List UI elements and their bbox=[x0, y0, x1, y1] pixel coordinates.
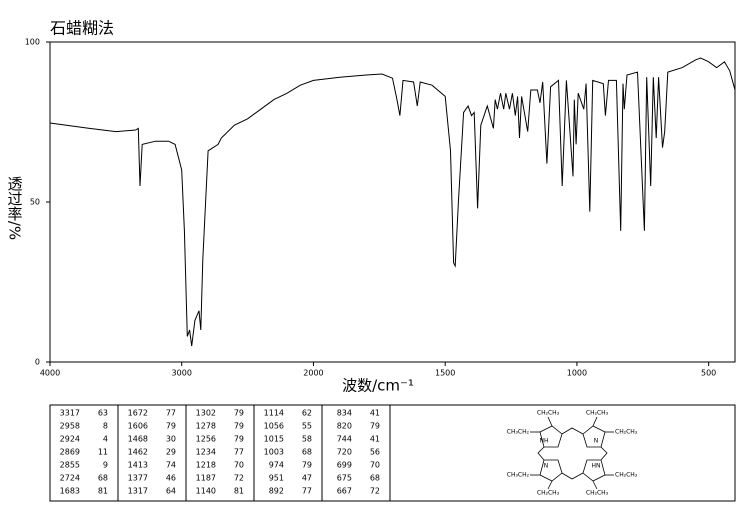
table-frame bbox=[49, 404, 736, 502]
peak-wavenumber: 1114 bbox=[264, 409, 284, 418]
atom-label: CH₃CH₂ bbox=[507, 472, 530, 479]
peak-transmittance: 79 bbox=[234, 409, 244, 418]
x-tick-label: 1000 bbox=[567, 369, 587, 378]
peak-transmittance: 70 bbox=[234, 461, 244, 470]
peak-transmittance: 29 bbox=[166, 448, 176, 457]
peak-wavenumber: 1317 bbox=[128, 487, 148, 496]
peak-wavenumber: 1377 bbox=[128, 474, 148, 483]
peak-wavenumber: 1140 bbox=[196, 487, 216, 496]
atom-label: CH₂CH₃ bbox=[586, 490, 609, 497]
chart-title: 石蜡糊法 bbox=[50, 19, 114, 38]
y-axis-label: 透过率/% bbox=[6, 176, 24, 240]
peak-wavenumber: 820 bbox=[337, 422, 352, 431]
peak-transmittance: 11 bbox=[98, 448, 108, 457]
peak-transmittance: 72 bbox=[234, 474, 244, 483]
peak-wavenumber: 1606 bbox=[128, 422, 148, 431]
peak-transmittance: 30 bbox=[166, 435, 176, 444]
peak-transmittance: 79 bbox=[166, 422, 176, 431]
peak-wavenumber: 699 bbox=[337, 461, 352, 470]
peak-transmittance: 72 bbox=[370, 487, 380, 496]
atom-label: N bbox=[544, 463, 549, 470]
peak-wavenumber: 2924 bbox=[60, 435, 80, 444]
y-tick-label: 50 bbox=[30, 198, 40, 207]
peak-wavenumber: 2869 bbox=[60, 448, 80, 457]
peak-wavenumber: 2724 bbox=[60, 474, 80, 483]
peak-wavenumber: 892 bbox=[269, 487, 284, 496]
peak-wavenumber: 1003 bbox=[264, 448, 284, 457]
peak-wavenumber: 667 bbox=[337, 487, 352, 496]
peak-transmittance: 77 bbox=[234, 448, 244, 457]
peak-wavenumber: 2855 bbox=[60, 461, 80, 470]
peak-wavenumber: 720 bbox=[337, 448, 352, 457]
peak-wavenumber: 1413 bbox=[128, 461, 148, 470]
peak-wavenumber: 1056 bbox=[264, 422, 284, 431]
peak-transmittance: 58 bbox=[302, 435, 312, 444]
peak-transmittance: 63 bbox=[98, 409, 108, 418]
peak-wavenumber: 834 bbox=[337, 409, 352, 418]
peak-wavenumber: 675 bbox=[337, 474, 352, 483]
atom-label: CH₂CH₃ bbox=[586, 410, 609, 417]
peak-transmittance: 9 bbox=[103, 461, 108, 470]
peak-wavenumber: 1683 bbox=[60, 487, 80, 496]
peak-wavenumber: 974 bbox=[269, 461, 284, 470]
peak-transmittance: 77 bbox=[302, 487, 312, 496]
peak-transmittance: 41 bbox=[370, 435, 380, 444]
peak-wavenumber: 1015 bbox=[264, 435, 284, 444]
atom-label: NH bbox=[540, 438, 549, 445]
x-tick-label: 3000 bbox=[172, 369, 192, 378]
atom-label: CH₂CH₃ bbox=[615, 429, 638, 436]
peak-wavenumber: 951 bbox=[269, 474, 284, 483]
peak-wavenumber: 1462 bbox=[128, 448, 148, 457]
peak-transmittance: 64 bbox=[166, 487, 176, 496]
peak-wavenumber: 1234 bbox=[196, 448, 216, 457]
peak-transmittance: 56 bbox=[370, 448, 380, 457]
peak-wavenumber: 2958 bbox=[60, 422, 80, 431]
peak-transmittance: 79 bbox=[370, 422, 380, 431]
atom-label: CH₃CH₂ bbox=[507, 429, 530, 436]
peak-transmittance: 62 bbox=[302, 409, 312, 418]
x-tick-label: 1500 bbox=[435, 369, 455, 378]
peak-transmittance: 46 bbox=[166, 474, 176, 483]
plot-frame bbox=[49, 41, 736, 363]
peak-transmittance: 4 bbox=[103, 435, 108, 444]
x-tick-label: 4000 bbox=[40, 369, 60, 378]
peak-wavenumber: 3317 bbox=[60, 409, 80, 418]
peak-transmittance: 41 bbox=[370, 409, 380, 418]
atom-label: CH₂CH₃ bbox=[537, 490, 560, 497]
peak-transmittance: 81 bbox=[234, 487, 244, 496]
peak-wavenumber: 1302 bbox=[196, 409, 216, 418]
peak-wavenumber: 1278 bbox=[196, 422, 216, 431]
peak-wavenumber: 1672 bbox=[128, 409, 148, 418]
peak-transmittance: 68 bbox=[302, 448, 312, 457]
peak-wavenumber: 1468 bbox=[128, 435, 148, 444]
peak-transmittance: 70 bbox=[370, 461, 380, 470]
peak-wavenumber: 1187 bbox=[196, 474, 216, 483]
atom-label: HN bbox=[592, 463, 601, 470]
peak-transmittance: 79 bbox=[234, 435, 244, 444]
peak-transmittance: 8 bbox=[103, 422, 108, 431]
peak-transmittance: 77 bbox=[166, 409, 176, 418]
x-tick-label: 2000 bbox=[303, 369, 323, 378]
y-tick-label: 0 bbox=[35, 358, 40, 367]
atom-label: CH₂CH₃ bbox=[615, 472, 638, 479]
peak-wavenumber: 744 bbox=[337, 435, 352, 444]
peak-transmittance: 79 bbox=[302, 461, 312, 470]
peak-transmittance: 81 bbox=[98, 487, 108, 496]
atom-label: N bbox=[594, 438, 599, 445]
x-tick-label: 500 bbox=[701, 369, 716, 378]
peak-transmittance: 68 bbox=[98, 474, 108, 483]
y-tick-label: 100 bbox=[25, 38, 40, 47]
atom-label: CH₂CH₃ bbox=[537, 410, 560, 417]
peak-wavenumber: 1256 bbox=[196, 435, 216, 444]
peak-transmittance: 68 bbox=[370, 474, 380, 483]
peak-wavenumber: 1218 bbox=[196, 461, 216, 470]
x-axis-label: 波数/cm⁻¹ bbox=[342, 377, 414, 395]
molecule bbox=[530, 416, 614, 490]
peak-transmittance: 47 bbox=[302, 474, 312, 483]
spectrum-line bbox=[49, 57, 736, 347]
peak-transmittance: 55 bbox=[302, 422, 312, 431]
peak-transmittance: 79 bbox=[234, 422, 244, 431]
peak-transmittance: 74 bbox=[166, 461, 176, 470]
